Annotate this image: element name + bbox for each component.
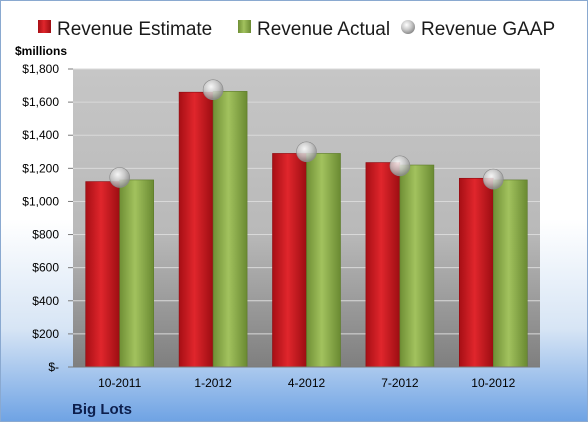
legend-marker-gaap xyxy=(401,20,415,34)
y-tick-label: $800 xyxy=(32,228,59,242)
gaap-marker xyxy=(202,79,224,100)
legend: Revenue Estimate Revenue Actual Revenue … xyxy=(38,19,555,40)
legend-label-estimate: Revenue Estimate xyxy=(57,19,212,40)
y-tick-label: $1,200 xyxy=(22,161,59,175)
legend-swatch-estimate xyxy=(38,20,51,33)
actual-bar xyxy=(492,179,528,368)
legend-item-actual: Revenue Actual xyxy=(238,19,390,40)
y-axis-unit-label: $millions xyxy=(15,44,67,58)
gaap-marker xyxy=(296,141,317,163)
actual-bar xyxy=(399,164,435,368)
y-tick-label: $1,600 xyxy=(22,95,59,109)
legend-item-gaap: Revenue GAAP xyxy=(401,19,555,40)
estimate-bar xyxy=(458,177,494,368)
estimate-bar xyxy=(178,91,214,368)
y-tick-labels: $- $200 $400 $600 $800 $1,000 $1,200 $1,400 $1,6… xyxy=(22,62,73,374)
y-tick-label: $1,400 xyxy=(22,128,59,142)
y-tick-label: $- xyxy=(48,360,59,374)
legend-item-estimate: Revenue Estimate xyxy=(38,19,212,40)
y-tick-label: $1,800 xyxy=(22,62,59,76)
legend-swatch-actual xyxy=(238,20,251,33)
x-tick-labels: 10-2011 1-2012 4-2012 7-2012 10-2012 xyxy=(98,376,516,390)
x-tick-label: 10-2012 xyxy=(471,376,515,390)
legend-label-actual: Revenue Actual xyxy=(257,19,390,40)
y-tick-label: $200 xyxy=(32,327,59,341)
x-tick-label: 10-2011 xyxy=(98,376,141,390)
y-tick-label: $600 xyxy=(32,261,59,275)
actual-bar xyxy=(119,179,154,368)
estimate-bar xyxy=(85,181,120,368)
estimate-bar xyxy=(272,153,307,368)
gaap-marker xyxy=(109,167,130,188)
gaap-marker xyxy=(389,155,411,177)
company-name: Big Lots xyxy=(72,401,132,418)
gaap-marker xyxy=(482,168,504,190)
gaap-markers xyxy=(109,79,504,190)
actual-bar xyxy=(212,91,248,368)
x-tick-label: 4-2012 xyxy=(288,376,326,390)
actual-bar xyxy=(306,153,341,368)
bars xyxy=(85,91,528,368)
x-tick-label: 7-2012 xyxy=(381,376,419,390)
y-tick-label: $400 xyxy=(32,294,59,308)
estimate-bar xyxy=(365,162,401,368)
legend-label-gaap: Revenue GAAP xyxy=(421,19,555,40)
y-tick-label: $1,000 xyxy=(22,194,59,208)
x-tick-label: 1-2012 xyxy=(194,376,232,390)
